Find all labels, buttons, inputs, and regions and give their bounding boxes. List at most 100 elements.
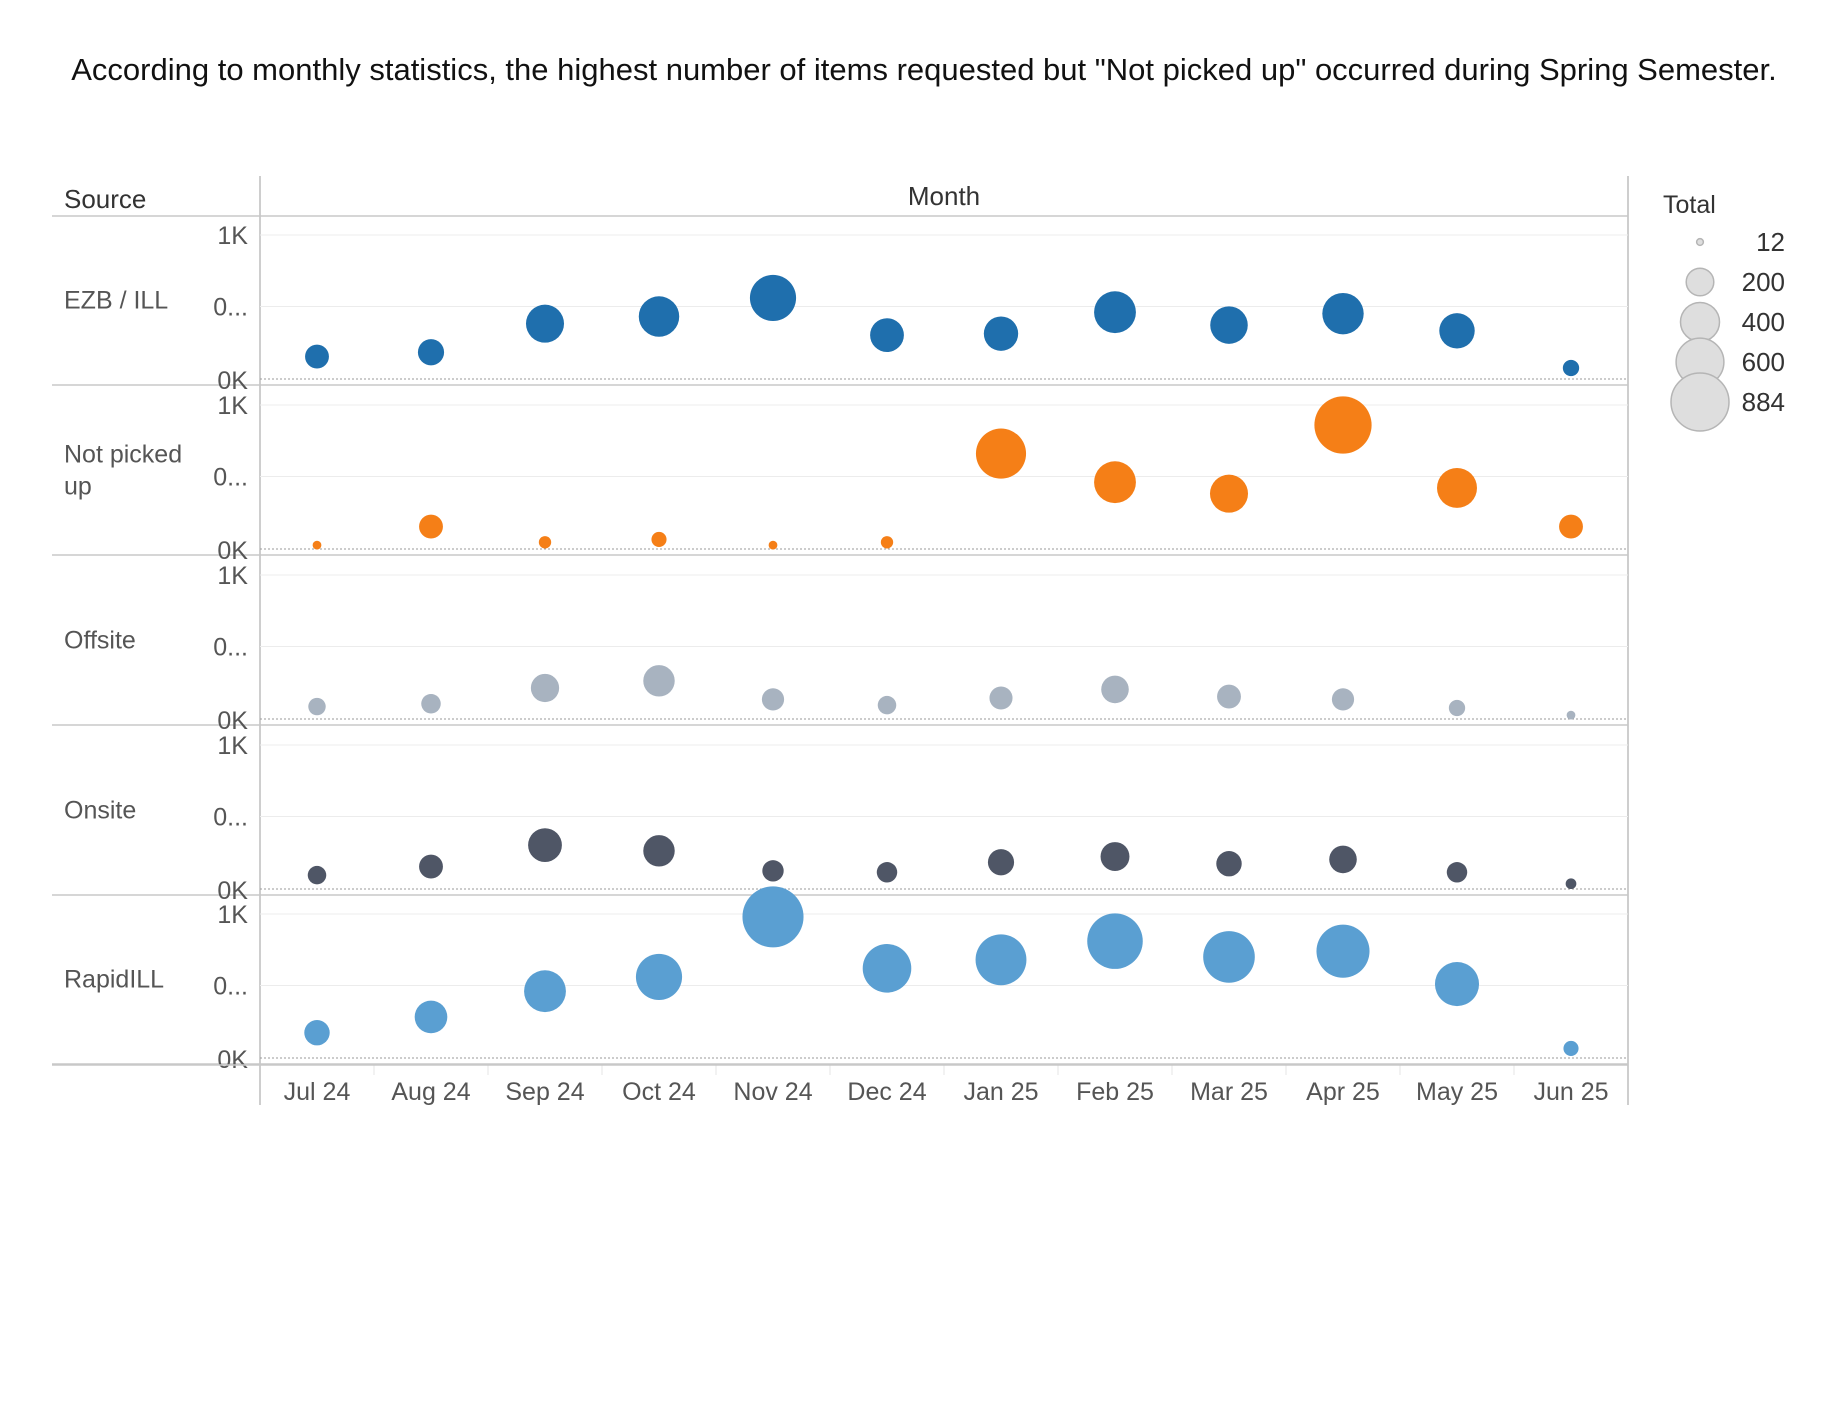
data-point (638, 296, 680, 337)
data-point (761, 688, 785, 711)
legend-size-label: 600 (1742, 347, 1785, 377)
y-tick-label: 0... (213, 464, 248, 492)
y-tick-label: 1K (217, 562, 248, 590)
x-tick-label: Aug 24 (391, 1078, 470, 1106)
y-tick-label: 0K (217, 367, 248, 395)
y-tick-label: 0K (217, 707, 248, 735)
data-point (421, 693, 441, 714)
data-point (1094, 291, 1136, 334)
y-tick-label: 0K (217, 537, 248, 565)
data-point (308, 697, 326, 716)
y-tick-label: 0K (217, 1046, 248, 1074)
data-point (530, 673, 560, 703)
legend-size-mark (1685, 267, 1715, 297)
data-point (304, 1019, 330, 1046)
data-point (1209, 474, 1249, 513)
data-point (762, 860, 784, 882)
y-tick-label: 1K (217, 392, 248, 420)
x-tick-label: Nov 24 (733, 1078, 812, 1106)
legend-size-label: 884 (1742, 387, 1785, 417)
data-point (983, 316, 1019, 351)
data-point (749, 274, 797, 322)
data-point (305, 344, 329, 369)
data-point (1316, 924, 1370, 978)
data-point (538, 536, 552, 549)
row-label: Onsite (64, 797, 136, 825)
data-point (643, 665, 675, 697)
x-tick-label: Dec 24 (847, 1078, 926, 1106)
data-point (635, 953, 683, 1001)
legend-size-mark (1695, 237, 1705, 247)
row-label: EZB / ILL (64, 287, 168, 315)
data-point (1217, 684, 1241, 709)
legend-size-mark (1679, 301, 1721, 343)
legend-size-mark (1670, 372, 1730, 432)
data-point (1314, 396, 1372, 454)
row-label: RapidILL (64, 966, 164, 994)
y-tick-label: 0K (217, 877, 248, 905)
row-label: up (64, 473, 92, 501)
x-tick-label: May 25 (1416, 1078, 1498, 1106)
data-point (528, 828, 562, 862)
x-tick-label: Jul 24 (284, 1078, 351, 1106)
column-header: Month (908, 181, 980, 211)
y-tick-label: 0... (213, 973, 248, 1001)
data-point (1565, 878, 1577, 890)
legend-title: Total (1663, 191, 1716, 219)
y-tick-label: 1K (217, 732, 248, 760)
data-point (419, 514, 443, 539)
data-point (525, 304, 565, 343)
x-tick-label: Sep 24 (505, 1078, 584, 1106)
data-point (989, 686, 1013, 710)
data-point (880, 536, 894, 549)
data-point (1216, 850, 1242, 877)
chart-title: According to monthly statistics, the hig… (71, 52, 1777, 87)
data-point (768, 540, 778, 550)
data-point (1563, 1040, 1579, 1056)
data-point (1566, 710, 1576, 720)
data-point (1210, 306, 1248, 344)
data-point (1203, 931, 1255, 983)
data-point (1434, 962, 1480, 1007)
x-tick-label: Apr 25 (1306, 1078, 1380, 1106)
data-point (651, 531, 667, 547)
x-tick-label: Oct 24 (622, 1078, 696, 1106)
data-point (862, 944, 912, 993)
data-point (419, 854, 443, 879)
data-point (1322, 292, 1364, 335)
y-tick-label: 1K (217, 222, 248, 250)
data-point (1100, 842, 1130, 872)
x-tick-label: Mar 25 (1190, 1078, 1268, 1106)
x-tick-label: Jun 25 (1533, 1078, 1608, 1106)
data-point (1331, 688, 1355, 711)
data-point (1094, 461, 1136, 504)
row-header: Source (64, 184, 146, 214)
data-point (1087, 913, 1143, 969)
data-point (877, 695, 897, 715)
data-point (1446, 862, 1468, 883)
legend-size-label: 400 (1742, 307, 1785, 337)
data-point (524, 970, 566, 1013)
data-point (1448, 699, 1466, 717)
row-label: Not picked (64, 441, 182, 469)
data-point (876, 862, 898, 883)
data-point (1329, 845, 1357, 874)
y-tick-label: 0... (213, 634, 248, 662)
legend-size-label: 200 (1742, 267, 1785, 297)
data-point (1559, 514, 1583, 539)
data-point (1562, 359, 1580, 377)
data-point (417, 339, 445, 366)
data-point (643, 835, 675, 867)
legend-size-label: 12 (1756, 227, 1785, 257)
y-tick-label: 1K (217, 901, 248, 929)
data-point (307, 865, 327, 885)
row-label: Offsite (64, 627, 136, 655)
data-point (870, 318, 904, 352)
data-point (975, 428, 1027, 479)
data-point (312, 540, 322, 550)
x-tick-label: Jan 25 (963, 1078, 1038, 1106)
data-point (1437, 467, 1477, 508)
y-tick-label: 0... (213, 294, 248, 322)
data-point (975, 934, 1027, 986)
